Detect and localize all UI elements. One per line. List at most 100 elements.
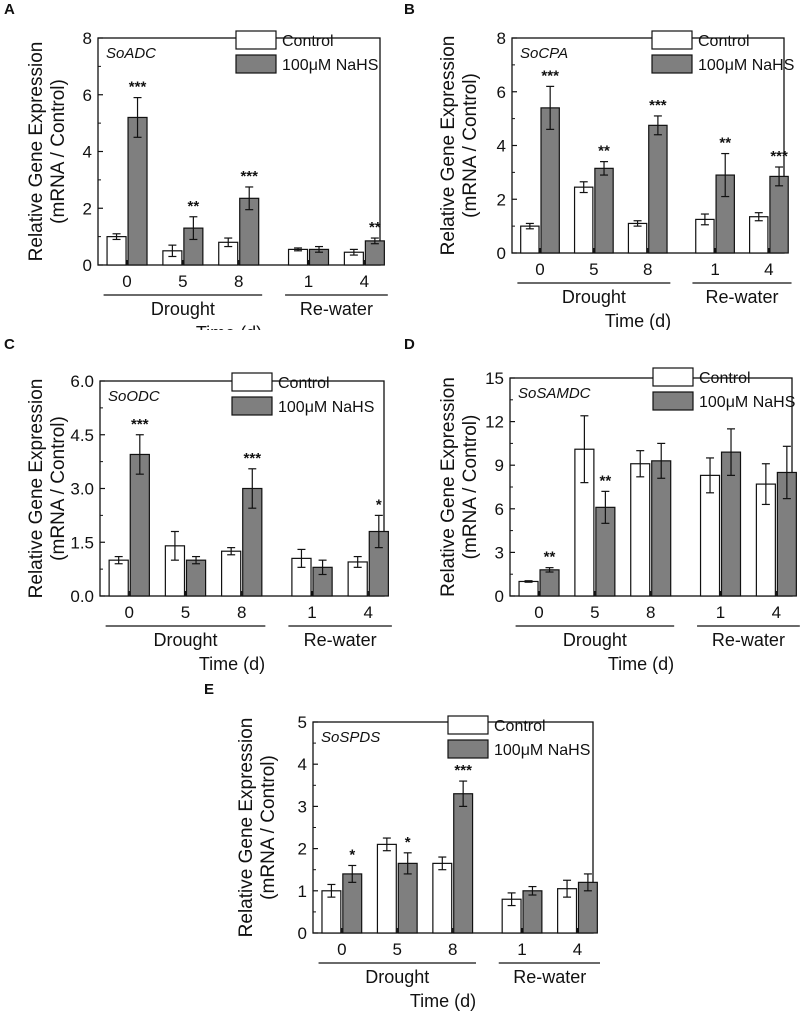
x-tick-label: 5 bbox=[590, 603, 599, 622]
legend-swatch-control bbox=[652, 367, 694, 387]
bar-control bbox=[518, 580, 539, 597]
bar-control bbox=[376, 843, 397, 934]
x-axis-title: Time (d) bbox=[410, 991, 476, 1011]
y-tick-label: 4 bbox=[83, 143, 92, 162]
legend-label-treatment: 100μM NaHS bbox=[699, 394, 795, 411]
y-tick-label: 2 bbox=[298, 840, 307, 859]
y-tick-label: 4.5 bbox=[70, 426, 94, 445]
x-tick-label: 4 bbox=[764, 260, 773, 279]
x-tick-label: 0 bbox=[534, 603, 543, 622]
chart-panel-e: E 0 1 2 3 4 5 Relative Gene Expression (mRNA / C… bbox=[204, 681, 600, 1011]
bar-control bbox=[749, 216, 769, 254]
x-tick-label: 8 bbox=[448, 940, 457, 959]
legend-swatch-control bbox=[447, 715, 489, 735]
group-label-rewater: Re-water bbox=[705, 287, 778, 307]
y-axis-title-line1: Relative Gene Expression bbox=[438, 36, 459, 256]
gene-name: SoCPA bbox=[520, 45, 568, 62]
significance-marker: *** bbox=[240, 168, 258, 185]
bar-control bbox=[699, 474, 721, 597]
x-tick-label: 8 bbox=[237, 603, 246, 622]
y-tick-label: 2 bbox=[497, 190, 506, 209]
y-tick-label: 3 bbox=[495, 543, 504, 562]
y-tick-label: 6 bbox=[495, 500, 504, 519]
y-tick-label: 0.0 bbox=[70, 587, 94, 606]
x-tick-label: 0 bbox=[125, 603, 134, 622]
significance-marker: *** bbox=[244, 450, 262, 467]
panel-letter: D bbox=[404, 336, 415, 353]
chart-panel-c: C 0.0 1.5 3.0 4.5 6.0 Relative Gene Expression… bbox=[4, 336, 392, 674]
legend-label-control: Control bbox=[282, 33, 334, 50]
x-tick-label: 1 bbox=[304, 272, 313, 291]
bar-control bbox=[220, 550, 242, 597]
legend-swatch-treatment bbox=[447, 739, 489, 759]
bar-control bbox=[287, 248, 309, 266]
y-tick-label: 0 bbox=[298, 924, 307, 943]
x-tick-label: 0 bbox=[122, 272, 131, 291]
x-tick-label: 8 bbox=[234, 272, 243, 291]
y-tick-label: 1.5 bbox=[70, 533, 94, 552]
significance-marker: *** bbox=[770, 148, 788, 165]
x-tick-label: 5 bbox=[589, 260, 598, 279]
significance-marker: ** bbox=[598, 143, 610, 160]
y-axis-title-line2: (mRNA / Control) bbox=[460, 415, 481, 560]
x-tick-label: 5 bbox=[181, 603, 190, 622]
y-tick-label: 3.0 bbox=[70, 480, 94, 499]
x-tick-label: 4 bbox=[360, 272, 369, 291]
significance-marker: *** bbox=[541, 67, 559, 84]
gene-name: SoODC bbox=[108, 388, 160, 405]
y-tick-label: 0 bbox=[83, 256, 92, 275]
bar-treatment bbox=[594, 167, 614, 254]
x-axis-title: Time (d) bbox=[196, 323, 262, 330]
legend-swatch-treatment bbox=[231, 396, 273, 416]
significance-marker: * bbox=[349, 846, 355, 863]
bar-control bbox=[108, 559, 129, 597]
significance-marker: *** bbox=[454, 762, 472, 779]
x-tick-label: 1 bbox=[307, 603, 316, 622]
gene-name: SoSPDS bbox=[321, 729, 380, 746]
group-label-drought: Drought bbox=[563, 630, 627, 650]
bar-treatment bbox=[453, 793, 474, 934]
x-tick-label: 4 bbox=[364, 603, 373, 622]
legend-label-treatment: 100μM NaHS bbox=[698, 57, 794, 74]
bar-control bbox=[573, 186, 594, 254]
bar-control bbox=[520, 225, 540, 254]
bar-treatment bbox=[129, 453, 150, 597]
y-tick-label: 4 bbox=[497, 137, 506, 156]
bar-treatment bbox=[185, 559, 207, 597]
bar-treatment bbox=[539, 569, 560, 597]
x-tick-label: 1 bbox=[517, 940, 526, 959]
x-tick-label: 1 bbox=[710, 260, 719, 279]
group-label-drought: Drought bbox=[153, 630, 217, 650]
x-axis-title: Time (d) bbox=[605, 311, 671, 330]
group-label-rewater: Re-water bbox=[304, 630, 377, 650]
y-tick-label: 12 bbox=[485, 413, 504, 432]
x-axis-title: Time (d) bbox=[199, 654, 265, 674]
chart-panel-a: A 0 2 4 6 8 Relative Gene Expression (mRNA / Co… bbox=[4, 1, 388, 330]
x-tick-label: 4 bbox=[573, 940, 582, 959]
y-tick-label: 0 bbox=[497, 244, 506, 263]
significance-marker: *** bbox=[131, 416, 149, 433]
legend-label-treatment: 100μM NaHS bbox=[494, 742, 590, 759]
significance-marker: ** bbox=[544, 549, 556, 566]
significance-marker: *** bbox=[129, 79, 147, 96]
group-label-drought: Drought bbox=[562, 287, 626, 307]
x-tick-label: 0 bbox=[337, 940, 346, 959]
x-tick-label: 8 bbox=[643, 260, 652, 279]
legend-swatch-treatment bbox=[235, 54, 277, 74]
panel-letter: C bbox=[4, 336, 15, 353]
y-tick-label: 9 bbox=[495, 456, 504, 475]
y-tick-label: 6 bbox=[497, 83, 506, 102]
y-axis-title-line1: Relative Gene Expression bbox=[438, 377, 459, 597]
bar-control bbox=[630, 463, 651, 597]
y-axis-title-line2: (mRNA / Control) bbox=[258, 755, 279, 900]
group-label-rewater: Re-water bbox=[300, 299, 373, 319]
y-axis-title-line1: Relative Gene Expression bbox=[26, 379, 47, 599]
gene-name: SoADC bbox=[106, 45, 156, 62]
y-axis-title-line2: (mRNA / Control) bbox=[48, 416, 69, 561]
legend-label-treatment: 100μM NaHS bbox=[278, 399, 374, 416]
y-tick-label: 2 bbox=[83, 199, 92, 218]
bar-treatment bbox=[769, 175, 789, 254]
y-axis-title-line1: Relative Gene Expression bbox=[26, 42, 47, 262]
y-tick-label: 0 bbox=[495, 587, 504, 606]
